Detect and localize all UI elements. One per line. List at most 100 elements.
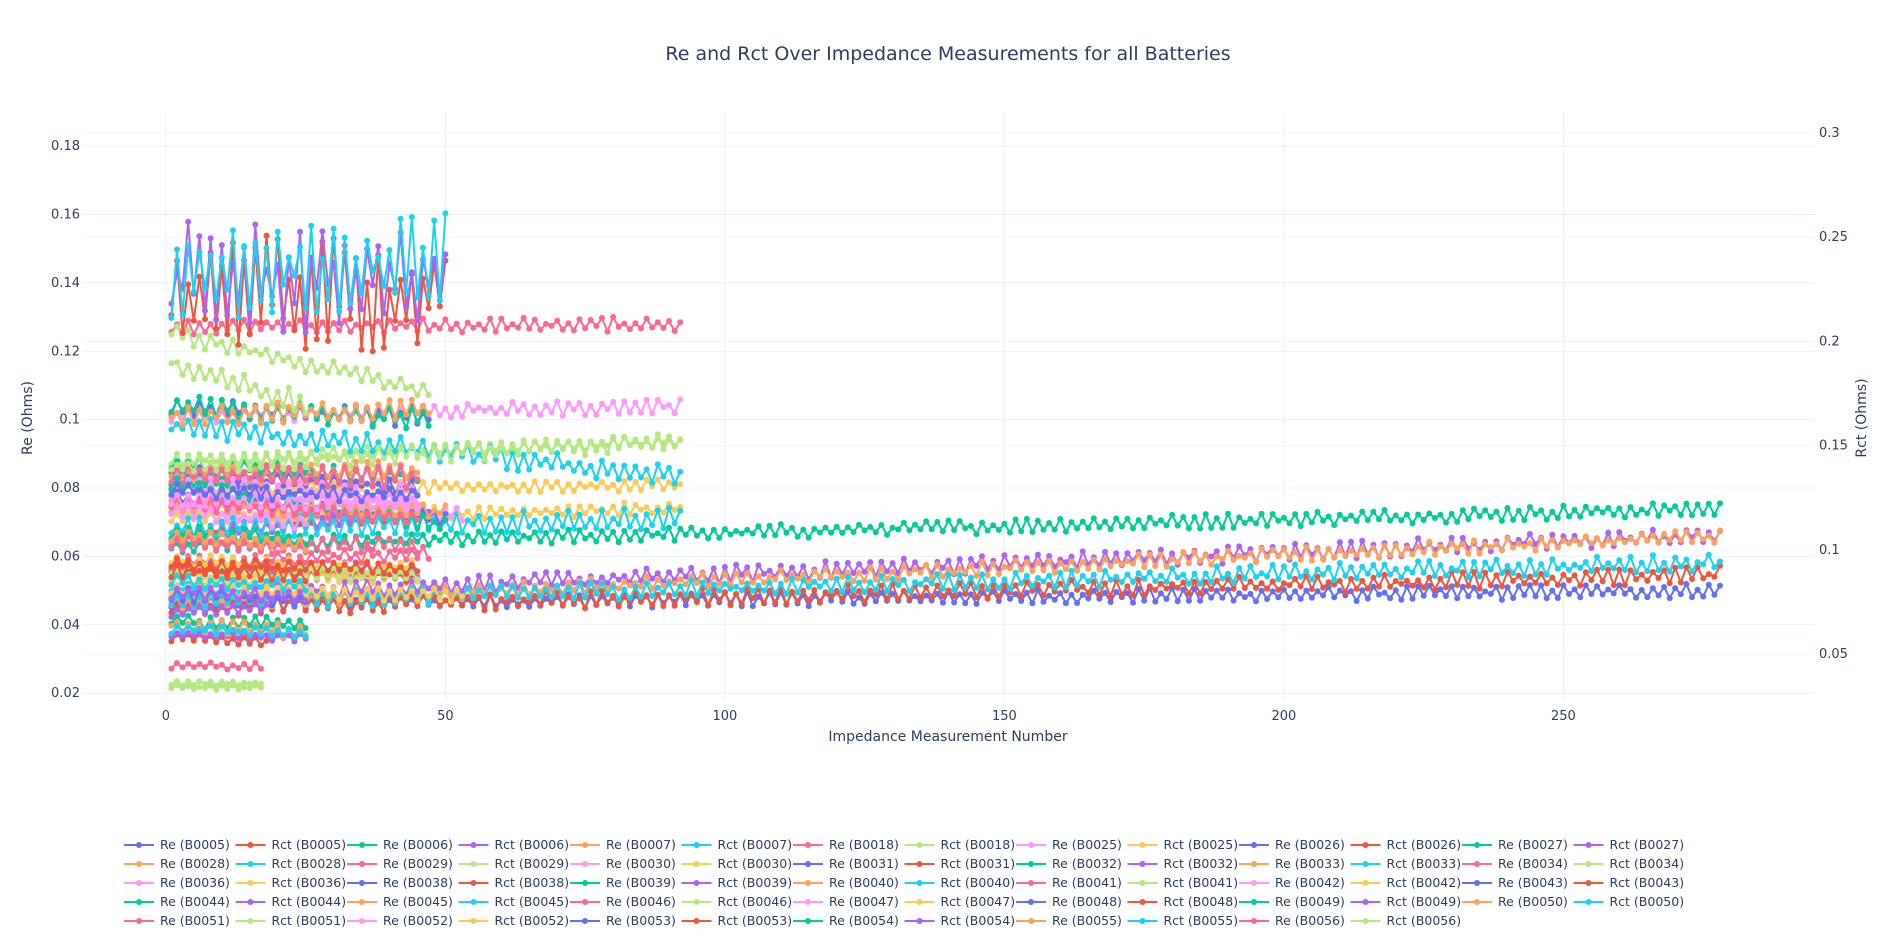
data-point <box>459 450 466 457</box>
data-point <box>241 627 248 634</box>
data-point <box>654 530 661 537</box>
data-point <box>1638 559 1645 566</box>
data-point <box>733 591 740 598</box>
data-point <box>1219 556 1226 562</box>
data-point <box>235 387 242 394</box>
data-point <box>403 601 410 608</box>
data-point <box>677 576 684 583</box>
legend-label: Rct (B0005) <box>272 837 347 852</box>
data-point <box>347 305 354 312</box>
data-point <box>347 482 354 489</box>
legend-label: Re (B0036) <box>160 875 230 890</box>
data-point <box>967 556 974 563</box>
data-point <box>1705 581 1712 588</box>
data-point <box>408 569 415 576</box>
data-point <box>241 401 248 408</box>
data-point <box>319 585 326 592</box>
data-point <box>224 600 231 607</box>
data-point <box>414 452 421 459</box>
data-point <box>666 592 672 599</box>
data-point <box>229 418 236 425</box>
data-point <box>185 492 192 499</box>
data-point <box>1655 592 1662 599</box>
data-point <box>1465 583 1472 589</box>
data-point <box>470 538 477 545</box>
legend-label: Re (B0052) <box>383 913 453 928</box>
data-point <box>1448 510 1455 517</box>
data-point <box>1398 551 1405 558</box>
data-point <box>285 496 292 503</box>
data-point <box>257 543 264 550</box>
data-point <box>392 597 399 604</box>
data-point <box>196 576 203 583</box>
data-point <box>777 567 784 574</box>
legend-label: Re (B0033) <box>1275 856 1345 871</box>
data-point <box>369 602 376 609</box>
data-point <box>252 579 259 586</box>
data-point <box>503 512 510 518</box>
data-point <box>1107 599 1114 605</box>
data-point <box>414 555 421 562</box>
data-point <box>386 582 393 589</box>
data-point <box>1135 576 1142 583</box>
data-point <box>554 505 561 512</box>
data-point <box>168 491 175 498</box>
data-point <box>554 528 561 535</box>
data-point <box>1191 549 1198 556</box>
data-point <box>660 325 667 331</box>
data-point <box>906 570 913 577</box>
data-point <box>235 421 242 428</box>
data-point <box>375 488 382 495</box>
data-point <box>174 246 180 253</box>
legend-swatch-marker <box>693 880 700 886</box>
data-point <box>1292 511 1299 518</box>
data-point <box>420 381 426 388</box>
data-point <box>1689 568 1695 575</box>
data-point <box>308 489 315 496</box>
data-point <box>559 488 566 495</box>
data-point <box>934 571 941 578</box>
data-point <box>241 469 248 476</box>
data-point <box>1314 546 1321 553</box>
legend-label: Rct (B0039) <box>718 875 793 890</box>
data-point <box>291 533 298 540</box>
data-point <box>576 440 583 447</box>
legend-label: Re (B0028) <box>160 856 230 871</box>
data-point <box>1683 556 1690 563</box>
data-point <box>364 545 371 552</box>
data-point <box>878 565 885 572</box>
data-point <box>179 489 186 496</box>
data-point <box>224 331 231 338</box>
data-point <box>179 682 186 689</box>
data-point <box>772 599 779 606</box>
data-point <box>626 409 633 416</box>
data-point <box>1616 566 1623 573</box>
data-point <box>352 599 359 606</box>
data-point <box>1498 517 1505 524</box>
data-point <box>1336 587 1343 594</box>
data-point <box>414 294 421 301</box>
data-point <box>1616 557 1623 564</box>
data-point <box>224 593 231 600</box>
data-point <box>643 438 650 445</box>
data-point <box>313 531 320 538</box>
data-point <box>1062 528 1069 535</box>
data-point <box>844 524 851 531</box>
data-point <box>168 426 175 433</box>
data-point <box>615 521 622 528</box>
data-point <box>263 577 270 584</box>
data-point <box>587 481 594 488</box>
data-point <box>392 547 399 553</box>
data-point <box>621 579 628 585</box>
data-point <box>420 512 426 519</box>
data-point <box>649 522 656 529</box>
data-point <box>403 323 410 330</box>
data-point <box>582 452 589 459</box>
data-point <box>1638 506 1645 513</box>
data-point <box>789 524 795 531</box>
data-point <box>174 359 180 366</box>
data-point <box>1554 515 1561 521</box>
data-point <box>1526 557 1533 564</box>
data-point <box>330 585 337 591</box>
data-point <box>235 610 242 617</box>
